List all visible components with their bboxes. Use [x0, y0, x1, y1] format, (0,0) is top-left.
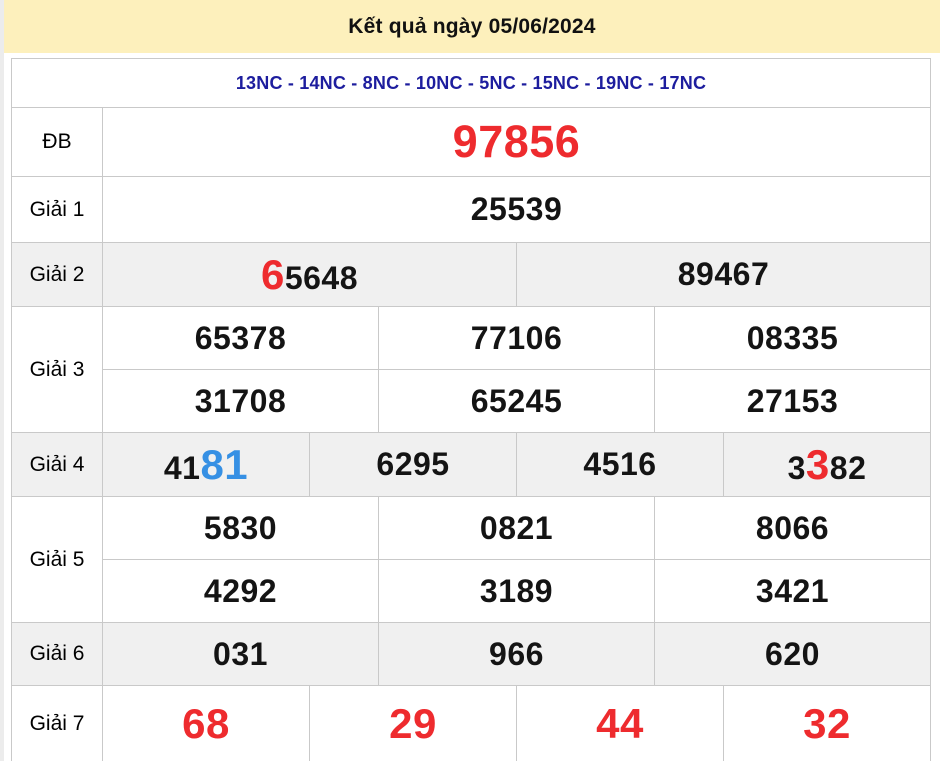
result-cell: 44 — [516, 685, 724, 761]
prize-row-g3: Giải 3 65378 77106 08335 — [11, 306, 931, 433]
result-cell: 031 — [102, 622, 379, 686]
prize-row-g3: 31708 65245 27153 — [12, 369, 931, 433]
result-number: 0821 — [479, 509, 554, 546]
result-cell: 65245 — [378, 369, 655, 433]
result-number: 3 — [805, 440, 830, 488]
result-cell: 3382 — [723, 432, 931, 497]
prize-row-db: ĐB 97856 — [11, 107, 931, 177]
page-left-edge — [0, 0, 4, 761]
stations-cell: 13NC - 14NC - 8NC - 10NC - 5NC - 15NC - … — [11, 58, 931, 108]
result-number: 44 — [596, 699, 644, 747]
result-number: 89467 — [677, 256, 770, 292]
result-number: 32 — [803, 699, 851, 747]
result-cell: 4516 — [516, 432, 724, 497]
stations-line: 13NC - 14NC - 8NC - 10NC - 5NC - 15NC - … — [235, 72, 707, 93]
result-cell: 966 — [378, 622, 655, 686]
prize-label-g4: Giải 4 — [11, 432, 103, 497]
result-cell: 27153 — [654, 369, 931, 433]
result-cell: 6295 — [309, 432, 517, 497]
result-number: 6 — [260, 250, 285, 298]
result-cell: 68 — [102, 685, 310, 761]
result-cell: 0821 — [378, 496, 655, 560]
result-number: 29 — [389, 699, 437, 747]
result-number: 81 — [200, 440, 249, 488]
result-number: 620 — [765, 635, 820, 672]
prize-label-g5: Giải 5 — [11, 496, 103, 623]
result-cell: 97856 — [102, 107, 931, 177]
result-number: 4516 — [583, 446, 657, 482]
prize-row-g5: 4292 3189 3421 — [12, 559, 931, 623]
result-cell: 77106 — [378, 306, 655, 370]
result-cell: 620 — [654, 622, 931, 686]
stations-row: 13NC - 14NC - 8NC - 10NC - 5NC - 15NC - … — [11, 58, 931, 108]
result-cell: 29 — [309, 685, 517, 761]
prize-row-g1: Giải 1 25539 — [11, 176, 931, 243]
page-title: Kết quả ngày 05/06/2024 — [348, 14, 596, 38]
result-number: 77106 — [470, 319, 563, 356]
result-cell: 65378 — [102, 306, 379, 370]
result-number: 31708 — [194, 382, 287, 419]
result-number: 6295 — [376, 446, 450, 482]
result-cell: 4181 — [102, 432, 310, 497]
result-number: 8066 — [755, 509, 830, 546]
prize-row-g4: Giải 4 4181 6295 4516 3382 — [11, 432, 931, 497]
result-number: 966 — [489, 635, 544, 672]
result-number: 25539 — [470, 191, 563, 227]
result-number: 5648 — [284, 259, 359, 296]
result-number: 27153 — [746, 382, 839, 419]
result-number: 3 — [787, 449, 806, 486]
result-number: 82 — [829, 449, 867, 486]
prize-label-g7: Giải 7 — [11, 685, 103, 761]
result-cell: 3421 — [654, 559, 931, 623]
result-cell: 3189 — [378, 559, 655, 623]
prize-label-g3: Giải 3 — [11, 306, 103, 433]
prize-label-g6: Giải 6 — [11, 622, 103, 686]
result-number: 4292 — [203, 572, 278, 609]
result-title-bar: Kết quả ngày 05/06/2024 — [4, 0, 940, 53]
prize-row-g5: Giải 5 5830 0821 8066 — [11, 496, 931, 623]
result-number: 5830 — [203, 509, 278, 546]
result-cell: 4292 — [102, 559, 379, 623]
prize-row-g2: Giải 2 65648 89467 — [11, 242, 931, 307]
result-cell: 65648 — [102, 242, 517, 307]
prize-label-db: ĐB — [11, 107, 103, 177]
result-cell: 32 — [723, 685, 931, 761]
result-cell: 5830 — [102, 496, 379, 560]
result-number: 08335 — [746, 319, 839, 356]
result-number: 031 — [213, 635, 268, 672]
result-number: 65378 — [194, 319, 287, 356]
result-number: 41 — [163, 449, 201, 486]
result-cell: 25539 — [102, 176, 931, 243]
result-number: 3421 — [755, 572, 830, 609]
prize-row-g7: Giải 7 68 29 44 32 — [11, 685, 931, 761]
result-cell: 89467 — [516, 242, 931, 307]
result-number: 3189 — [479, 572, 554, 609]
result-number: 68 — [182, 699, 230, 747]
result-number: 97856 — [452, 116, 581, 167]
result-number: 65245 — [470, 382, 563, 419]
results-table: 13NC - 14NC - 8NC - 10NC - 5NC - 15NC - … — [11, 58, 931, 761]
prize-label-g1: Giải 1 — [11, 176, 103, 243]
result-cell: 31708 — [102, 369, 379, 433]
prize-label-g2: Giải 2 — [11, 242, 103, 307]
result-cell: 8066 — [654, 496, 931, 560]
prize-row-g6: Giải 6 031 966 620 — [11, 622, 931, 686]
result-cell: 08335 — [654, 306, 931, 370]
